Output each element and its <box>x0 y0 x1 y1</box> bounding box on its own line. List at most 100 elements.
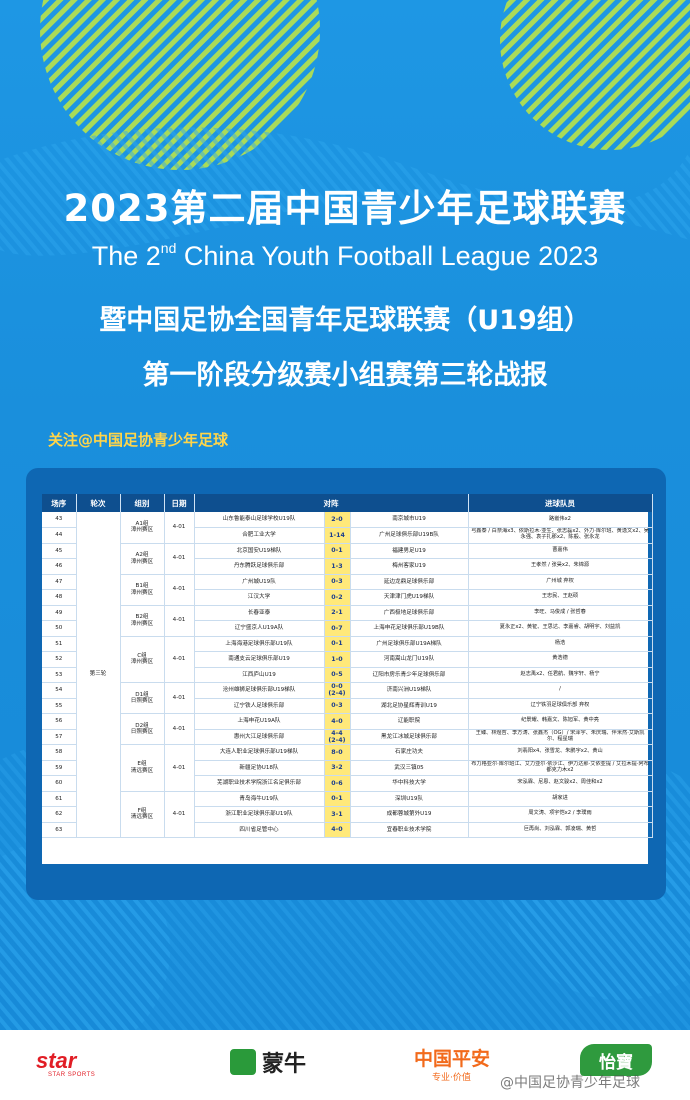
scorers: 曹嘉伟 <box>468 543 653 559</box>
home-team: 浙江职业足球俱乐部U19队 <box>194 806 325 823</box>
group-name: B1组 <box>135 583 149 590</box>
col-date: 日期 <box>164 494 195 512</box>
group-name: A2组 <box>135 552 149 559</box>
home-team: 芜湖职业技术学院浙江名足俱乐部 <box>194 775 325 792</box>
scorers: 夏永正x2、黄钲、王思达、李嘉睿、胡明宇、刘益凯 <box>468 620 653 637</box>
group-cell: D1组 日照赛区 <box>120 682 165 714</box>
score-value: 4-0 <box>331 826 343 834</box>
table-row: 46 丹东腾跃足球俱乐部 1-3 梅州客家U19 王孝然 / 张昊x2、朱锦源 <box>42 558 653 575</box>
away-team: 黑龙江冰城足球俱乐部 <box>350 729 469 745</box>
weibo-watermark: @中国足协青少年足球 <box>500 1075 640 1091</box>
scorers: 胡家进 <box>468 791 653 807</box>
score-value: 4-4 <box>331 729 343 737</box>
home-team: 沧州雄狮足球俱乐部U19梯队 <box>194 682 325 699</box>
yibao-logo: 怡寶 <box>580 1044 652 1076</box>
table-row: 61 F组 清远赛区 4-01 青岛海牛U19队 0-1 深圳U19队 胡家进 <box>42 791 653 838</box>
scorers: 王忠民、王赵硕 <box>468 589 653 606</box>
table-row: 63 四川省足管中心 4-0 宜春职业技术学院 巨再尚、刘泓霖、郭凌瑞、黄哲 <box>42 822 653 838</box>
score-value: 4-0 <box>331 717 343 725</box>
score-value: 0-1 <box>331 640 343 648</box>
title-block: 2023第二届中国青少年足球联赛 The 2nd China Youth Foo… <box>0 178 690 392</box>
score: 8-0 <box>324 744 351 761</box>
match-no: 55 <box>42 698 77 714</box>
scorers: 赵志禹x2、任君航、魏宇轩、杨宁 <box>468 667 653 683</box>
home-team: 长春亚泰 <box>194 605 325 621</box>
match-no: 63 <box>42 822 77 838</box>
date-cell: 4-01 <box>164 512 195 544</box>
away-team: 广州足球俱乐部U19B队 <box>350 527 469 544</box>
group-venue: 清远赛区 <box>130 767 154 774</box>
match-no: 47 <box>42 574 77 590</box>
match-no: 54 <box>42 682 77 699</box>
table-row: 56 D2组 日照赛区 4-01 上海申花U19A队 4-0 辽能职院 纪景耀、韩嘉文、陈旭军… <box>42 713 653 745</box>
score: 0-0 (2-4) <box>324 682 351 699</box>
scorers: 辽宁铁羽足球俱乐部 弃权 <box>468 698 653 714</box>
table-row: 47 B1组 漳州赛区 4-01 广州城U19队 0-3 延边龙鼎足球俱乐部 广州城 弃权 <box>42 574 653 606</box>
match-no: 49 <box>42 605 77 621</box>
score: 0-3 <box>324 698 351 714</box>
date-cell: 4-01 <box>164 744 195 792</box>
match-no: 45 <box>42 543 77 559</box>
home-team: 北京国安U19梯队 <box>194 543 325 559</box>
table-row: 50 辽宁盛京人U19A队 0-7 上海申花足球俱乐部U19B队 夏永正x2、黄钲、王思… <box>42 620 653 637</box>
star-sports-sub: STAR SPORTS <box>48 1072 96 1078</box>
title-cn: 2023第二届中国青少年足球联赛 <box>63 187 627 230</box>
away-team: 石家庄功夫 <box>350 744 469 761</box>
match-no: 46 <box>42 558 77 575</box>
away-team: 深圳U19队 <box>350 791 469 807</box>
scorers: 王臻、林煜哲、李方涛、张鑫杰（OG）/ 宋泽宇、朱庆瑞、伴米然·艾斯凯尔、程星瑞 <box>468 729 653 745</box>
score: 1-0 <box>324 651 351 668</box>
match-no: 58 <box>42 744 77 761</box>
score: 0-1 <box>324 636 351 652</box>
group-name: E组 <box>137 761 147 768</box>
away-team: 辽能职院 <box>350 713 469 730</box>
date-cell: 4-01 <box>164 543 195 575</box>
date-cell: 4-01 <box>164 713 195 745</box>
score-value: 0-5 <box>331 671 343 679</box>
match-no: 48 <box>42 589 77 606</box>
table-row: 52 南通支云足球俱乐部U19 1-0 河南嵩山龙门U19队 黄浩德 <box>42 651 653 668</box>
subtitle-1: 暨中国足协全国青年足球联赛（U19组） <box>99 305 591 336</box>
group-cell: B2组 漳州赛区 <box>120 605 165 637</box>
group-venue: 日照赛区 <box>130 729 154 735</box>
date-cell: 4-01 <box>164 682 195 714</box>
home-team: 新疆足协U18队 <box>194 760 325 776</box>
scorers: 刘翡阳x4、张雪龙、朱鹏宇x2、黄山 <box>468 744 653 761</box>
home-team: 惠州大江足球俱乐部 <box>194 729 325 745</box>
date-cell: 4-01 <box>164 605 195 637</box>
subtitle-2: 第一阶段分级赛小组赛第三轮战报 <box>142 360 548 391</box>
group-cell: B1组 漳州赛区 <box>120 574 165 606</box>
home-team: 广州城U19队 <box>194 574 325 590</box>
home-team: 合肥工业大学 <box>194 527 325 544</box>
score-value: 1-14 <box>329 531 345 539</box>
away-team: 延边龙鼎足球俱乐部 <box>350 574 469 590</box>
scorers: 弓鑫泰 / 白奈海x3、依斯拉木·亚生、张志磊x2、外力·库尔班、黄逸文x2、吴… <box>468 527 653 544</box>
mengniu-icon <box>230 1049 256 1075</box>
score-value: 3-2 <box>331 764 343 772</box>
away-team: 天津津门虎U19梯队 <box>350 589 469 606</box>
table-row: 60 芜湖职业技术学院浙江名足俱乐部 0-6 华中科技大学 宋泓霖、尼恩、赵文骏x2、周… <box>42 775 653 792</box>
table-row: 45 A2组 漳州赛区 4-01 北京国安U19梯队 0-1 福建男足U19 曹嘉伟 <box>42 543 653 575</box>
scorers: 宋泓霖、尼恩、赵文骏x2、周佳和x2 <box>468 775 653 792</box>
scorers: 纪景耀、韩嘉文、陈旭军、黄中亮 <box>468 713 653 730</box>
home-team: 江西庐山U19 <box>194 667 325 683</box>
group-name: B2组 <box>135 614 149 621</box>
score-value: 0-7 <box>331 624 343 632</box>
table-row: 49 B2组 漳州赛区 4-01 长春亚泰 2-1 广西极地足球俱乐部 李旺、马俊成 / 张哲… <box>42 605 653 637</box>
score: 3-2 <box>324 760 351 776</box>
group-name: F组 <box>137 807 147 814</box>
score: 3-1 <box>324 806 351 823</box>
scorers: 王孝然 / 张昊x2、朱锦源 <box>468 558 653 575</box>
match-no: 50 <box>42 620 77 637</box>
group-venue: 漳州赛区 <box>130 558 154 565</box>
group-venue: 漳州赛区 <box>130 589 154 596</box>
scorers: 巨再尚、刘泓霖、郭凌瑞、黄哲 <box>468 822 653 838</box>
score: 4-0 <box>324 713 351 730</box>
group-cell: A1组 漳州赛区 <box>120 512 165 544</box>
score: 0-3 <box>324 574 351 590</box>
round-cell: 第三轮 <box>76 512 121 838</box>
away-team: 辽阳市房乐青少年足球俱乐部 <box>350 667 469 683</box>
date-cell: 4-01 <box>164 636 195 683</box>
away-team: 梅州客家U19 <box>350 558 469 575</box>
match-no: 60 <box>42 775 77 792</box>
